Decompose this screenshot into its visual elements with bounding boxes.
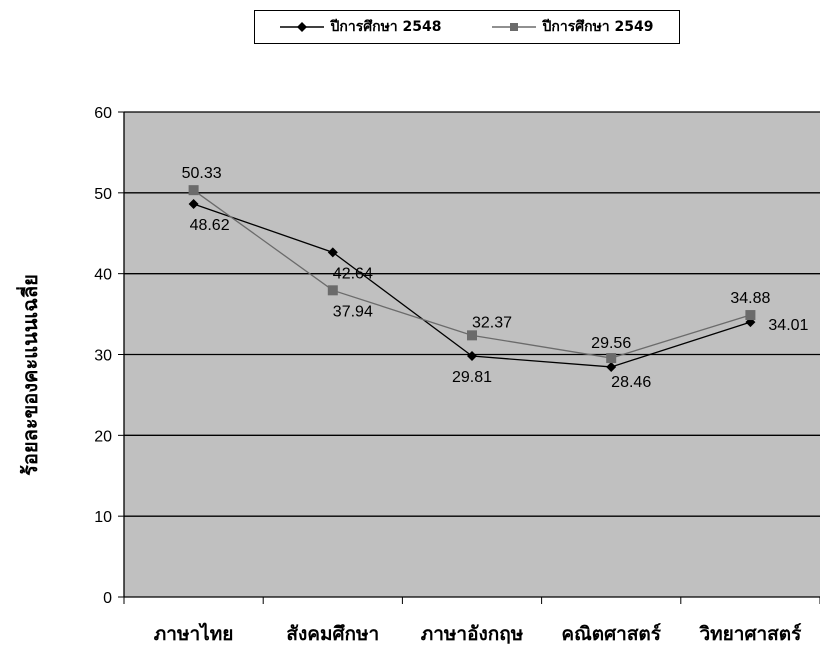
y-tick-label-40: 40	[94, 267, 112, 284]
y-tick-label-0: 0	[103, 590, 112, 607]
series-1-point-3	[606, 353, 616, 363]
series-1-point-1	[328, 285, 338, 295]
y-tick-label-30: 30	[94, 348, 112, 365]
series-0-data-label-1: 42.64	[333, 265, 373, 282]
y-tick-label-60: 60	[94, 105, 112, 122]
y-tick-label-10: 10	[94, 509, 112, 526]
x-tick-label-4: วิทยาศาสตร์	[699, 623, 802, 645]
series-1-point-0	[189, 185, 199, 195]
series-1-data-label-1: 37.94	[333, 303, 373, 320]
series-0-data-label-3: 28.46	[611, 374, 651, 391]
series-1-data-label-3: 29.56	[591, 335, 631, 352]
series-0-data-label-4: 34.01	[768, 317, 808, 334]
series-1-point-4	[745, 310, 755, 320]
x-tick-label-0: ภาษาไทย	[154, 622, 234, 645]
x-tick-label-1: สังคมศึกษา	[286, 623, 379, 645]
y-tick-label-20: 20	[94, 428, 112, 445]
x-tick-label-3: คณิตศาสตร์	[561, 623, 661, 645]
series-0-data-label-2: 29.81	[452, 369, 492, 386]
series-1-data-label-4: 34.88	[730, 290, 770, 307]
x-tick-label-2: ภาษาอังกฤษ	[421, 623, 524, 645]
series-0-data-label-0: 48.62	[190, 217, 230, 234]
series-1-data-label-0: 50.33	[182, 165, 222, 182]
series-1-data-label-2: 32.37	[472, 314, 512, 331]
y-tick-label-50: 50	[94, 186, 112, 203]
series-1-point-2	[467, 330, 477, 340]
